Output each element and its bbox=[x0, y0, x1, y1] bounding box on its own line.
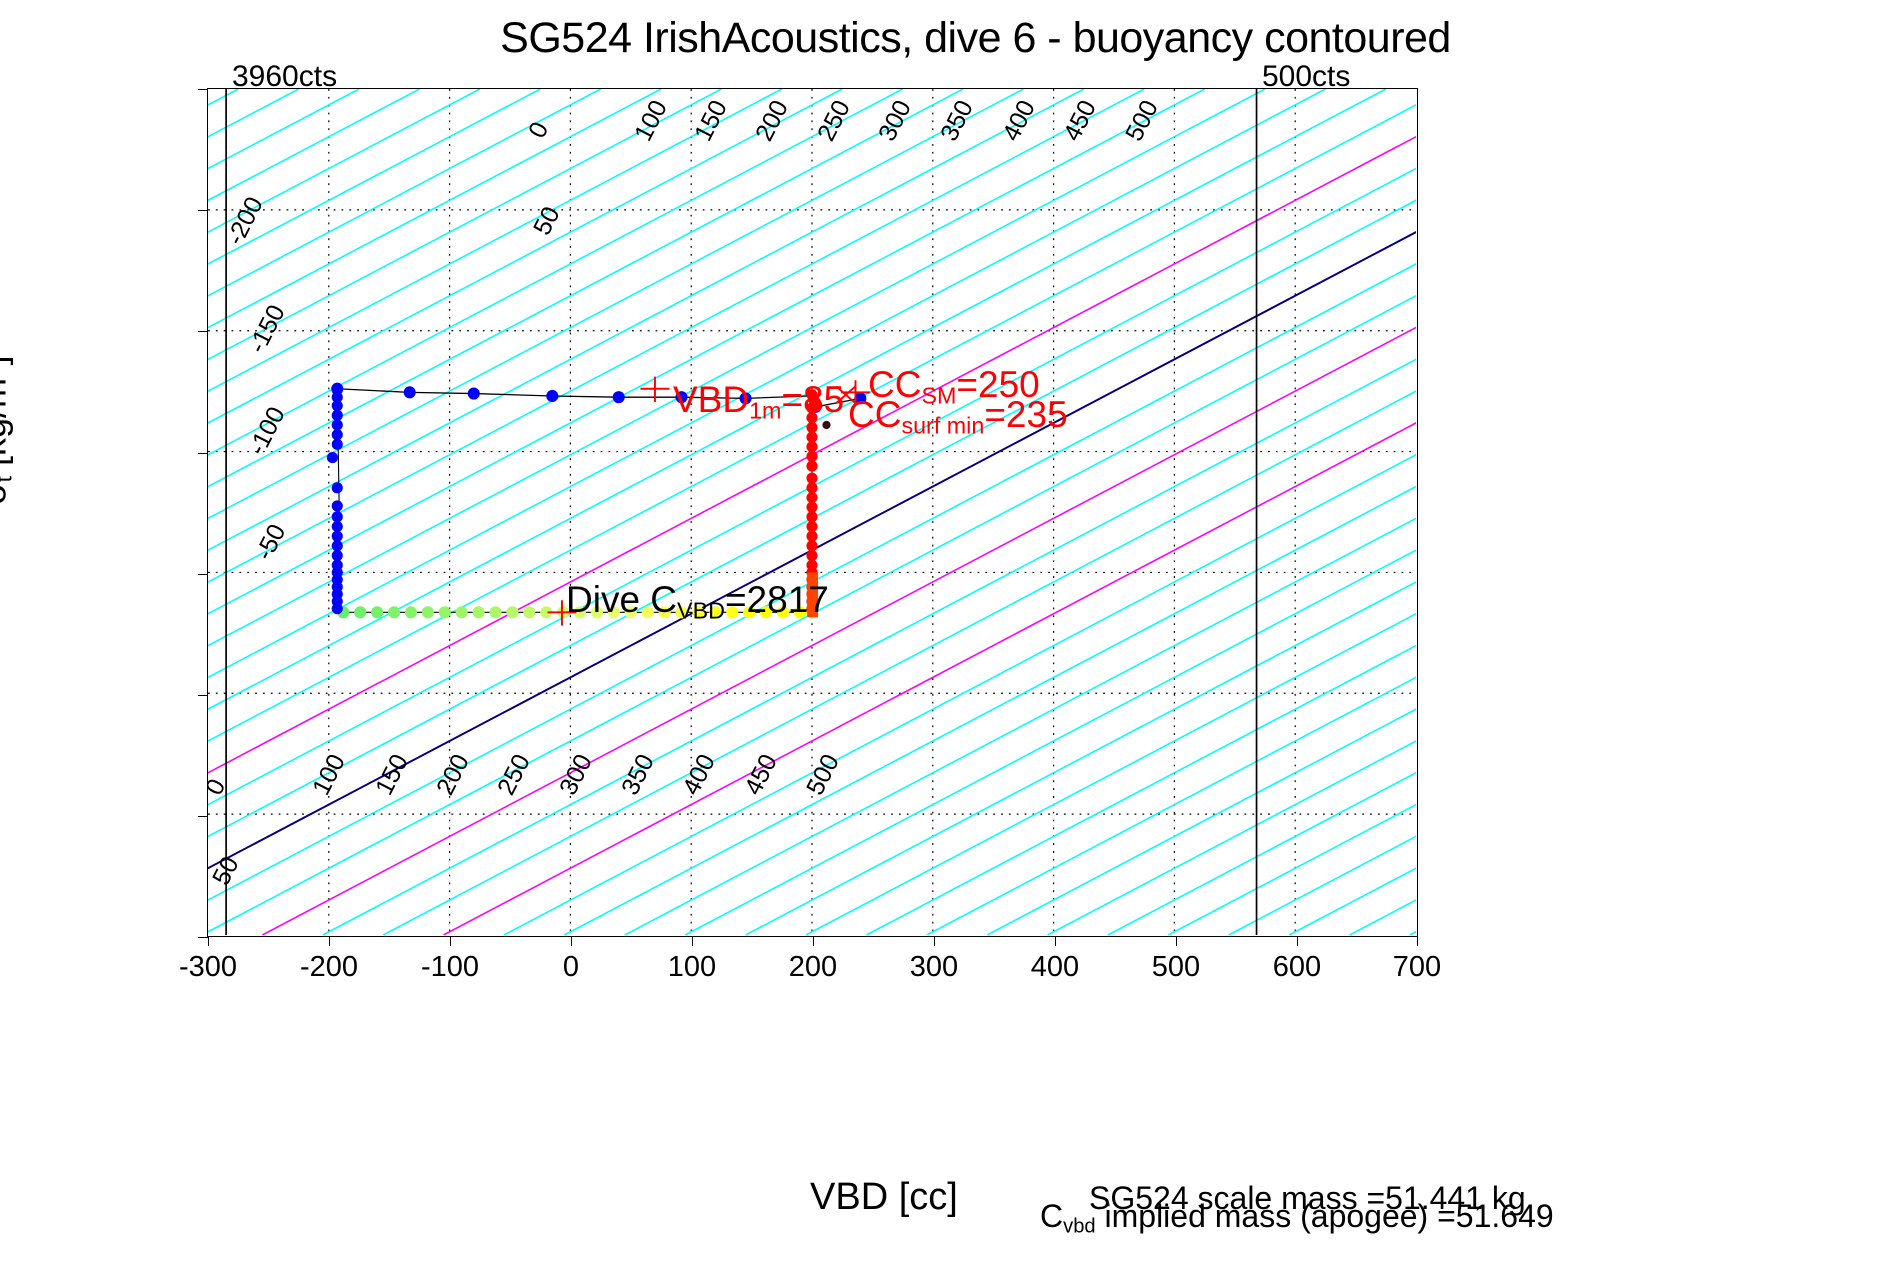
contour-lines bbox=[208, 89, 1416, 935]
plot-clip: 0 50 100 150 200 250 300 350 400 450 500… bbox=[208, 89, 1417, 936]
series-bottom-traverse bbox=[337, 606, 819, 619]
x-tick-label: 500 bbox=[1151, 951, 1201, 983]
y-tick bbox=[198, 89, 208, 90]
x-tick bbox=[813, 936, 814, 946]
y-axis-sub: t bbox=[0, 476, 17, 482]
x-tick bbox=[450, 936, 451, 946]
x-tick bbox=[1176, 936, 1177, 946]
x-tick-label: 600 bbox=[1272, 951, 1322, 983]
x-tick bbox=[571, 936, 572, 946]
x-tick-label: -300 bbox=[178, 951, 238, 983]
x-tick bbox=[208, 936, 209, 946]
x-axis-title: VBD [cc] bbox=[810, 1176, 958, 1218]
footer-scale-mass: SG524 scale mass =51.441 kg bbox=[1089, 1180, 1526, 1216]
y-tick bbox=[198, 453, 208, 454]
crosshair-ccsm bbox=[840, 380, 870, 406]
annotation-cc-sm-sub: SM bbox=[921, 382, 957, 409]
x-tick-label: 100 bbox=[667, 951, 717, 983]
annotation-vbd-1m-prefix: VBD bbox=[673, 379, 750, 420]
footer-implied-mass: Cvbd implied mass (apogee) =51.649 bbox=[1040, 1198, 1554, 1239]
annotation-vbd-1m-sub: 1m bbox=[749, 397, 782, 424]
crosshair-markers bbox=[547, 376, 870, 626]
footer-implied-rest: implied mass (apogee) =51.649 bbox=[1095, 1198, 1554, 1234]
y-axis-sigma: σ bbox=[0, 482, 13, 504]
annotation-vbd-1m-value: =85 bbox=[781, 379, 845, 420]
y-axis-close: ] bbox=[0, 355, 13, 365]
x-tick bbox=[329, 936, 330, 946]
x-tick-label: -200 bbox=[299, 951, 359, 983]
grid-lines bbox=[208, 89, 1416, 935]
annotation-dive-cvbd: Dive CVBD=2817 bbox=[566, 579, 829, 625]
annotation-cc-sm: CCSM=250 bbox=[868, 364, 1040, 410]
x-tick-label: 300 bbox=[909, 951, 959, 983]
annotation-cc-sm-value: =250 bbox=[956, 364, 1040, 405]
crosshair-vbd1m bbox=[640, 376, 670, 403]
footer-implied-prefix: C bbox=[1040, 1198, 1064, 1234]
x-tick-label: 400 bbox=[1030, 951, 1080, 983]
annotation-dive-cvbd-prefix: Dive C bbox=[566, 579, 678, 620]
y-tick bbox=[198, 331, 208, 332]
x-tick bbox=[1055, 936, 1056, 946]
x-tick-label: 200 bbox=[788, 951, 838, 983]
x-tick-label: 0 bbox=[562, 951, 580, 983]
y-tick bbox=[198, 937, 208, 938]
y-tick bbox=[198, 210, 208, 211]
x-tick bbox=[692, 936, 693, 946]
x-tick-label: 700 bbox=[1392, 951, 1442, 983]
x-tick bbox=[1297, 936, 1298, 946]
crosshair-x-ccsurfmin bbox=[835, 385, 857, 404]
x-tick-label: -100 bbox=[420, 951, 480, 983]
y-tick bbox=[198, 816, 208, 817]
y-tick bbox=[198, 695, 208, 696]
annotation-dive-cvbd-value: =2817 bbox=[724, 579, 829, 620]
plot-area: 0 50 100 150 200 250 300 350 400 450 500… bbox=[179, 88, 1441, 983]
footer-implied-sub: vbd bbox=[1063, 1215, 1096, 1238]
left-cts-label: 3960cts bbox=[232, 60, 338, 93]
annotation-vbd-1m: VBD1m=85 bbox=[673, 379, 844, 425]
annotation-cc-surf-min-sub: surf min bbox=[901, 412, 985, 439]
series-descent-blue bbox=[326, 384, 343, 615]
y-tick bbox=[198, 574, 208, 575]
page-title: SG524 IrishAcoustics, dive 6 - buoyancy … bbox=[500, 14, 1451, 62]
x-tick bbox=[934, 936, 935, 946]
y-axis-title: σt [kg/m3] bbox=[0, 355, 18, 504]
right-cts-label: 500cts bbox=[1262, 60, 1351, 93]
series-ascent-red bbox=[806, 389, 823, 617]
annotation-cc-surf-min-value: =235 bbox=[984, 394, 1068, 435]
annotation-dive-cvbd-sub: VBD bbox=[677, 597, 725, 624]
annotation-cc-surf-min: CCsurf min=235 bbox=[848, 394, 1068, 440]
crosshair-divecvbd bbox=[547, 600, 577, 626]
y-axis-unit: [kg/m bbox=[0, 378, 14, 467]
annotation-cc-sm-prefix: CC bbox=[868, 364, 922, 405]
annotation-cc-surf-min-prefix: CC bbox=[848, 394, 902, 435]
count-markers bbox=[225, 89, 1258, 935]
plot-canvas bbox=[208, 89, 1416, 935]
x-tick bbox=[1417, 936, 1418, 946]
